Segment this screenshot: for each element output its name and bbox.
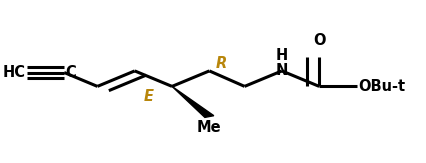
Text: H: H — [275, 48, 288, 63]
Text: HC: HC — [3, 65, 26, 80]
Text: R: R — [216, 56, 227, 71]
Text: Me: Me — [196, 120, 221, 135]
Text: N: N — [275, 63, 288, 78]
Text: OBu-t: OBu-t — [357, 79, 404, 94]
Text: O: O — [312, 33, 325, 48]
Polygon shape — [172, 86, 213, 117]
Text: E: E — [143, 89, 153, 104]
Text: C: C — [65, 65, 76, 80]
